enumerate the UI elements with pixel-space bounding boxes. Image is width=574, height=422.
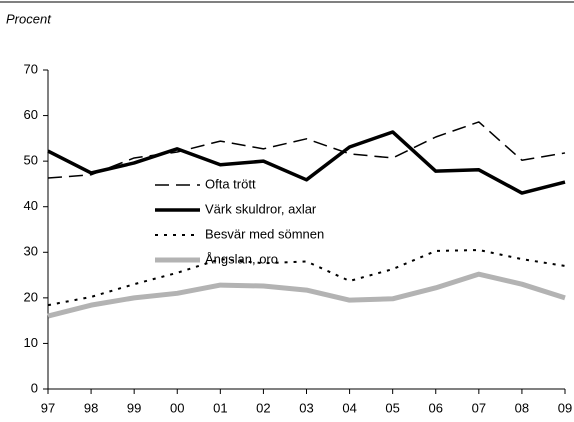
y-tick-label: 0 — [31, 380, 38, 395]
x-tick-label: 01 — [213, 400, 227, 415]
x-tick-label: 06 — [429, 400, 443, 415]
y-tick-label: 30 — [24, 244, 38, 259]
x-tick-label: 08 — [515, 400, 529, 415]
x-tick-label: 99 — [127, 400, 141, 415]
x-tick-label: 05 — [385, 400, 399, 415]
series-line — [47, 121, 566, 179]
x-tick-label: 03 — [299, 400, 313, 415]
legend-label: Värk skuldror, axlar — [205, 201, 317, 216]
y-tick-label: 70 — [24, 61, 38, 76]
chart-title: Procent — [6, 11, 52, 26]
y-tick-label: 20 — [24, 289, 38, 304]
series-line — [47, 271, 566, 319]
legend-label: Besvär med sömnen — [205, 226, 324, 241]
x-tick-label: 07 — [472, 400, 486, 415]
x-tick-label: 97 — [41, 400, 55, 415]
legend-label: Ångslan, oro — [205, 251, 278, 266]
y-tick-label: 40 — [24, 198, 38, 213]
x-tick-label: 00 — [170, 400, 184, 415]
x-tick-label: 98 — [84, 400, 98, 415]
y-tick-label: 10 — [24, 335, 38, 350]
legend-label: Ofta trött — [205, 176, 256, 191]
series-line — [47, 130, 566, 195]
y-tick-label: 50 — [24, 153, 38, 168]
x-tick-label: 04 — [342, 400, 356, 415]
y-tick-label: 60 — [24, 107, 38, 122]
x-tick-label: 02 — [256, 400, 270, 415]
x-tick-label: 09 — [558, 400, 572, 415]
